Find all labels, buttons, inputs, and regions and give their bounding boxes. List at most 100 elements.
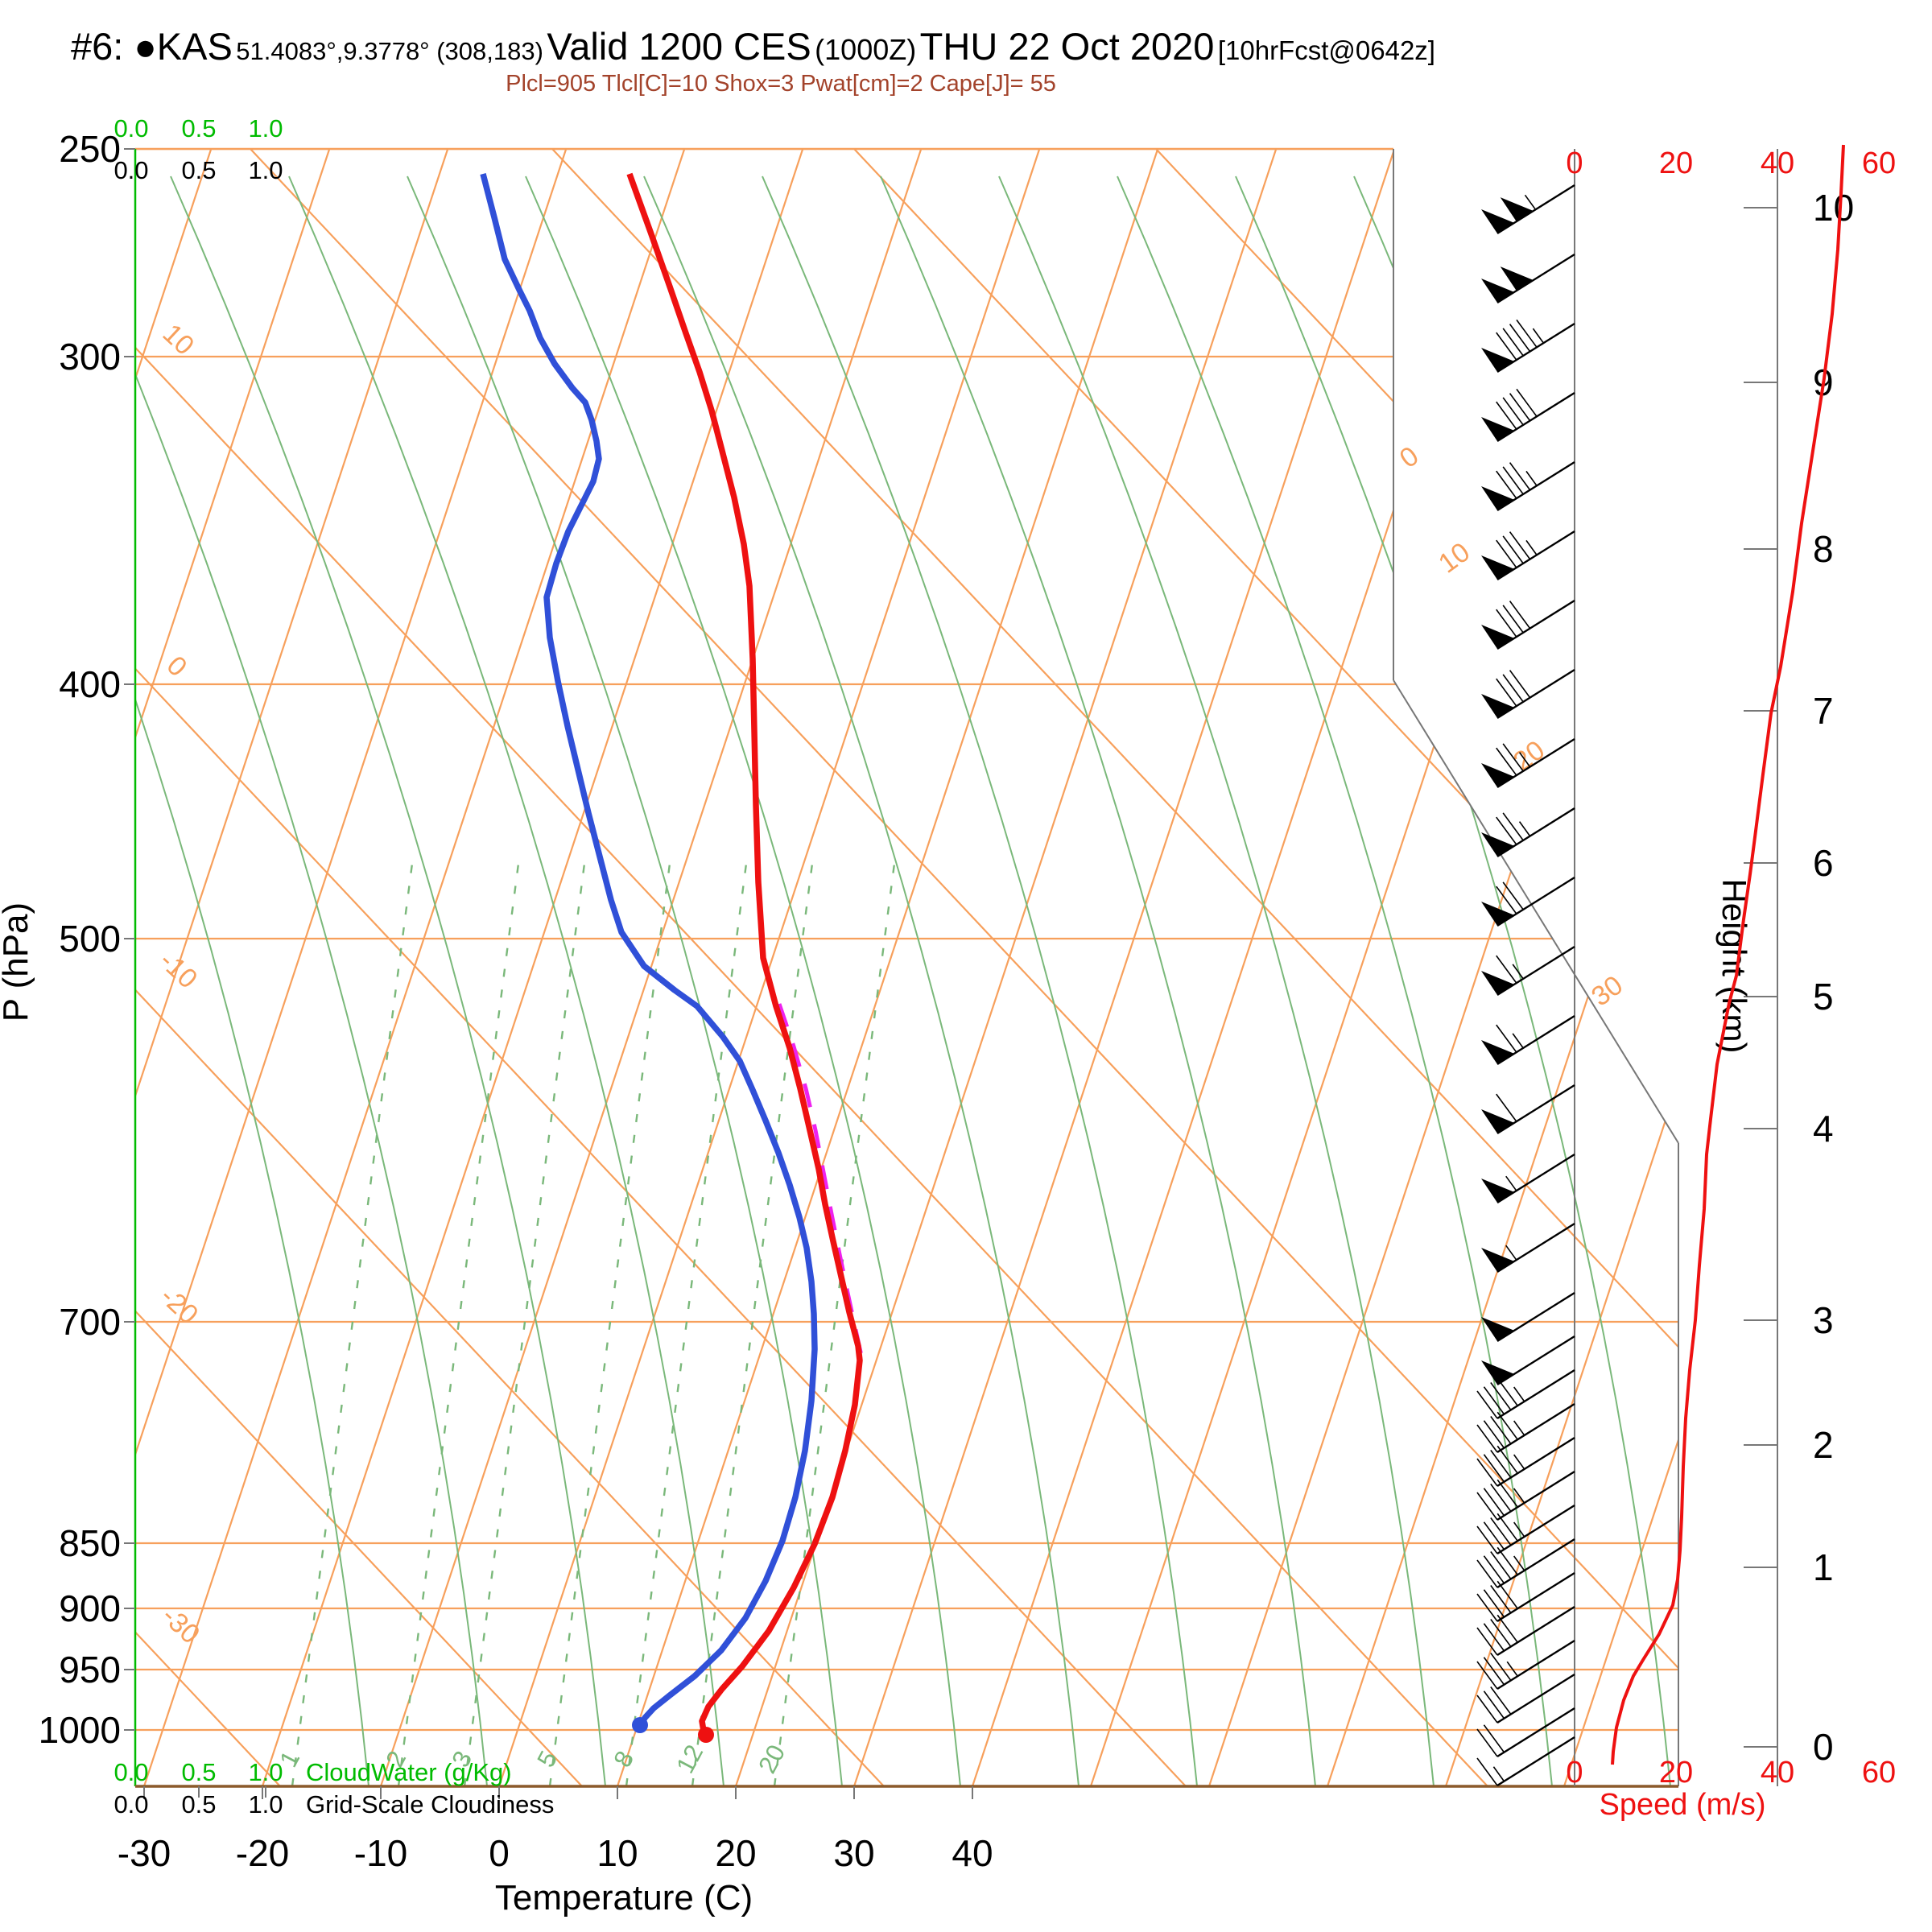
- dry-adiabat-line: [135, 149, 583, 1786]
- wind-barb: [1476, 1504, 1575, 1555]
- wind-barb: [1476, 1707, 1575, 1758]
- dry-adiabat-line: [135, 149, 1187, 1786]
- wind-barb: [1481, 1084, 1575, 1135]
- dewpoint-surface-dot: [632, 1717, 648, 1733]
- mixing-ratio-line: [773, 852, 897, 1786]
- pressure-tick-label: 850: [59, 1522, 121, 1564]
- temperature-axis-title: Temperature (C): [495, 1878, 753, 1918]
- pressure-tick-label: 1000: [39, 1709, 121, 1751]
- moist-adiabat-line: [643, 175, 1080, 1786]
- moist-adiabat-line: [1235, 175, 1671, 1786]
- wind-barb: [1481, 530, 1575, 581]
- height-tick-label: 0: [1813, 1726, 1834, 1768]
- isotherm-line: [971, 149, 1514, 1786]
- speed-top-tick-label: 20: [1659, 147, 1693, 180]
- wind-barb: [1481, 1014, 1575, 1066]
- dry-adiabat-line: [1760, 149, 1932, 1786]
- cloudwater-top-tick: 1.0: [248, 114, 283, 142]
- temperature-tick-label: 30: [833, 1832, 874, 1874]
- wind-barb: [1476, 1470, 1575, 1521]
- speed-bottom-tick-label: 20: [1659, 1756, 1693, 1790]
- cloudiness-top-tick: 1.0: [248, 156, 283, 184]
- cloudwater-bottom-tick: 0.5: [181, 1758, 216, 1786]
- temperature-tick-label: 0: [489, 1832, 510, 1874]
- wind-barb: [1476, 1673, 1575, 1724]
- dry-adiabat-line: [135, 149, 281, 1786]
- cloudwater-scales: 0.00.00.00.00.50.50.50.51.01.01.01.0Clou…: [114, 114, 554, 1818]
- cloudiness-top-tick: 0.0: [114, 156, 148, 184]
- mixing-ratio-label: 12: [671, 1740, 708, 1778]
- temperature-tick-label: 20: [715, 1832, 756, 1874]
- valid-z: (1000Z): [815, 33, 917, 66]
- speed-bottom-tick-label: 0: [1566, 1756, 1583, 1790]
- pressure-tick-label: 250: [59, 128, 121, 170]
- wind-barb: [1481, 1153, 1575, 1204]
- pressure-tick-label: 400: [59, 663, 121, 705]
- height-tick-label: 7: [1813, 690, 1834, 732]
- chart-title: #6: ●KAS 51.4083°,9.3778° (308,183) Vali…: [71, 24, 1922, 68]
- wind-barb: [1476, 1571, 1575, 1623]
- skewt-grid: 100-10-20-301 2 3 5 8 12 20: [135, 149, 1932, 1786]
- temperature-tick-label: 10: [597, 1832, 638, 1874]
- speed-top-tick-label: 60: [1862, 147, 1896, 180]
- wind-barb: [1481, 876, 1575, 927]
- mixing-ratio-label: 20: [753, 1740, 791, 1778]
- height-axis-title: Height (km): [1715, 878, 1753, 1053]
- height-tick-label: 4: [1813, 1108, 1834, 1150]
- pressure-axis: 250 300 400 500 700 850 900 950 1000 P (hPa): [0, 128, 135, 1751]
- dry-adiabat-line: [135, 149, 1488, 1786]
- wind-barb: [1481, 319, 1575, 374]
- moist-adiabat-line: [1117, 175, 1553, 1786]
- isotherm-line: [135, 149, 568, 1786]
- isotherm-label: 10: [1433, 537, 1476, 580]
- height-tick-label: 2: [1813, 1424, 1834, 1466]
- isotherm-line: [1089, 149, 1633, 1786]
- cloudwater-bottom-tick: 0.0: [114, 1758, 148, 1786]
- wind-barb: [1476, 1538, 1575, 1589]
- dry-adiabat-line: [551, 149, 1678, 1786]
- moist-adiabat-line: [135, 175, 488, 1786]
- moist-adiabat-line: [407, 175, 843, 1786]
- dry-adiabat-line: [135, 149, 885, 1786]
- wind-speed-profile: [1611, 144, 1845, 1765]
- moist-adiabat-line: [880, 175, 1316, 1786]
- isotherm-line: [261, 149, 804, 1786]
- valid-time: Valid 1200 CES: [547, 25, 811, 68]
- moist-adiabat-line: [525, 175, 961, 1786]
- pressure-tick-label: 500: [59, 918, 121, 960]
- dry-adiabat-label: 0: [161, 650, 193, 683]
- pressure-tick-label: 900: [59, 1587, 121, 1629]
- cloudwater-top-tick: 0.5: [181, 114, 216, 142]
- moist-adiabat-line: [288, 175, 724, 1786]
- mixing-ratio-line: [625, 852, 749, 1786]
- dry-adiabat-line: [250, 149, 1678, 1786]
- height-tick-label: 5: [1813, 976, 1834, 1018]
- sounding-curves: [480, 172, 864, 1743]
- wind-barb: [1476, 1402, 1575, 1454]
- height-tick-label: 3: [1813, 1299, 1834, 1341]
- isotherm-line: [1326, 149, 1678, 1786]
- dry-adiabat-label: -20: [155, 1281, 204, 1330]
- cloudwater-axis-title: CloudWater (g/Kg): [306, 1758, 512, 1786]
- speed-axis-title: Speed (m/s): [1600, 1788, 1766, 1822]
- moist-adiabat-line: [998, 175, 1435, 1786]
- pressure-tick-label: 700: [59, 1301, 121, 1343]
- wind-barb: [1476, 1368, 1575, 1420]
- pressure-axis-title: P (hPa): [0, 902, 35, 1022]
- temperature-tick-label: 40: [952, 1832, 993, 1874]
- isotherm-line: [497, 149, 1041, 1786]
- temperature-axis: -30 -20 -10 0 10 20 30 40 Temperature (C): [118, 1786, 993, 1918]
- wind-barb: [1481, 945, 1575, 997]
- pressure-tick-label: 300: [59, 336, 121, 378]
- height-tick-label: 10: [1813, 187, 1854, 229]
- wind-barb: [1481, 807, 1575, 858]
- wind-barb: [1481, 184, 1575, 235]
- isotherm-line: [1208, 149, 1678, 1786]
- speed-top-tick-label: 40: [1761, 147, 1794, 180]
- stability-indices: Plcl=905 Tlcl[C]=10 Shox=3 Pwat[cm]=2 Ca…: [506, 71, 1056, 97]
- cloudiness-bottom-tick: 0.0: [114, 1790, 148, 1818]
- wind-barb: [1476, 1605, 1575, 1657]
